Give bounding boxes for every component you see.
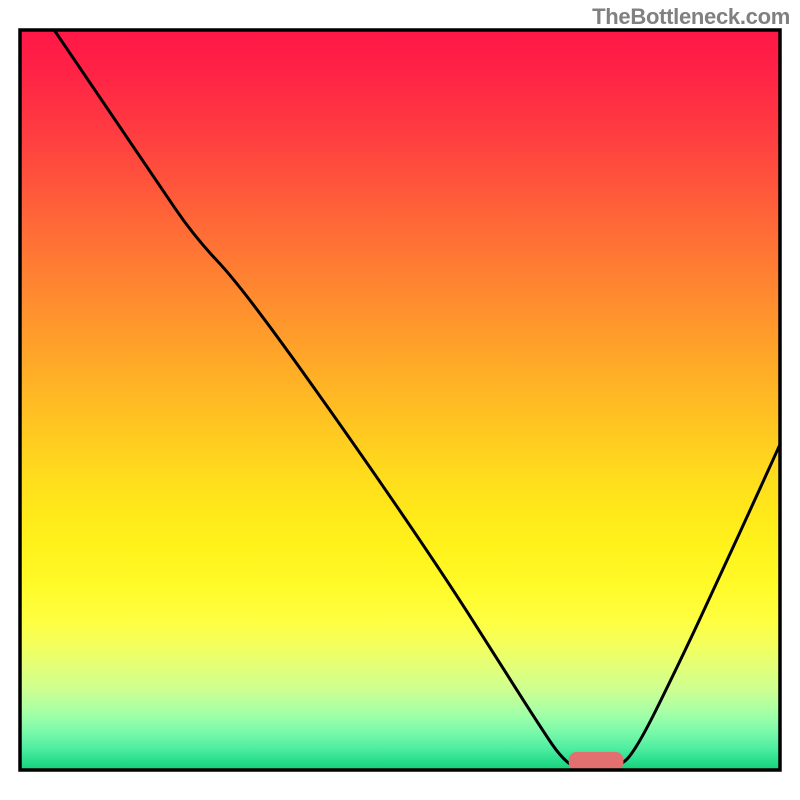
chart-container: TheBottleneck.com xyxy=(0,0,800,800)
optimal-marker xyxy=(569,752,624,771)
chart-svg xyxy=(0,0,800,800)
plot-background xyxy=(20,30,780,770)
watermark-text: TheBottleneck.com xyxy=(592,4,790,30)
